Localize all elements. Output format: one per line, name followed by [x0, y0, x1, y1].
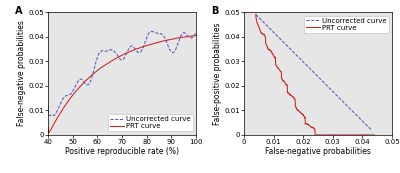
Y-axis label: False-positive probabilities: False-positive probabilities	[213, 22, 222, 125]
Legend: Uncorrected curve, PRT curve: Uncorrected curve, PRT curve	[108, 114, 192, 131]
X-axis label: False-negative probabilities: False-negative probabilities	[265, 147, 371, 156]
Y-axis label: False-negative probabilities: False-negative probabilities	[17, 21, 26, 126]
Text: B: B	[212, 6, 219, 16]
Text: A: A	[16, 6, 23, 16]
Legend: Uncorrected curve, PRT curve: Uncorrected curve, PRT curve	[304, 16, 388, 33]
X-axis label: Positive reproducible rate (%): Positive reproducible rate (%)	[65, 147, 179, 156]
